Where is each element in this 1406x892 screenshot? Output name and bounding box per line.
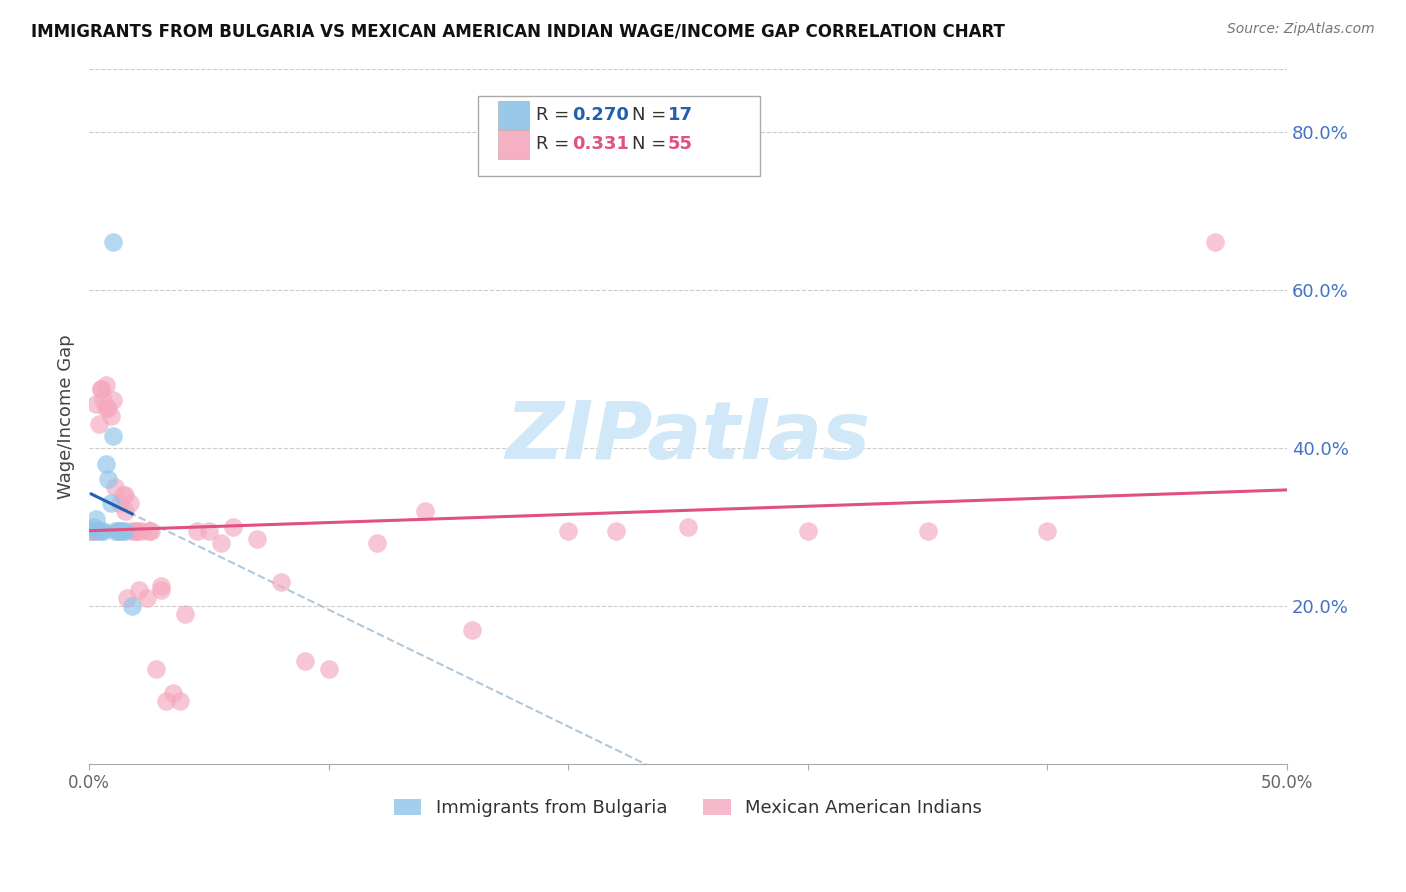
Point <box>131 524 153 538</box>
Point <box>270 575 292 590</box>
Text: R =: R = <box>536 106 575 124</box>
Point <box>94 377 117 392</box>
FancyBboxPatch shape <box>498 129 529 159</box>
Point <box>101 429 124 443</box>
Point <box>90 382 112 396</box>
Point <box>1036 524 1059 538</box>
Point <box>125 524 148 538</box>
Text: N =: N = <box>631 136 672 153</box>
Text: 0.270: 0.270 <box>572 106 628 124</box>
Point <box>114 488 136 502</box>
Text: R =: R = <box>536 136 575 153</box>
Point <box>557 524 579 538</box>
Point <box>413 504 436 518</box>
Point <box>124 524 146 538</box>
Text: 17: 17 <box>668 106 693 124</box>
Point <box>318 662 340 676</box>
Point <box>209 535 232 549</box>
Point <box>111 488 134 502</box>
Point <box>87 524 110 538</box>
Point <box>121 524 143 538</box>
Point <box>186 524 208 538</box>
Point <box>117 591 139 605</box>
Point <box>90 382 112 396</box>
Point <box>94 401 117 416</box>
Point <box>149 582 172 597</box>
Point <box>93 393 115 408</box>
Point <box>94 457 117 471</box>
Point <box>605 524 627 538</box>
Point <box>246 532 269 546</box>
Point <box>366 535 388 549</box>
Point <box>110 524 132 538</box>
FancyBboxPatch shape <box>478 96 761 177</box>
Point <box>169 693 191 707</box>
Point <box>162 686 184 700</box>
Point <box>111 524 134 538</box>
Point <box>222 520 245 534</box>
Point <box>84 524 107 538</box>
Point <box>80 524 103 538</box>
Point <box>114 504 136 518</box>
Point <box>149 579 172 593</box>
Point <box>97 472 120 486</box>
Point <box>114 524 136 538</box>
Point <box>90 524 112 538</box>
Point <box>104 524 127 538</box>
Point <box>83 524 105 538</box>
Point <box>107 524 129 538</box>
Point <box>145 662 167 676</box>
Text: Source: ZipAtlas.com: Source: ZipAtlas.com <box>1227 22 1375 37</box>
Point <box>121 599 143 613</box>
Point <box>917 524 939 538</box>
Point <box>461 623 484 637</box>
Point <box>107 524 129 538</box>
Point <box>155 693 177 707</box>
FancyBboxPatch shape <box>498 101 529 129</box>
Point <box>84 397 107 411</box>
Point <box>198 524 221 538</box>
Point <box>128 582 150 597</box>
Point <box>84 512 107 526</box>
Point <box>97 401 120 416</box>
Point <box>80 524 103 538</box>
Point <box>87 417 110 431</box>
Point <box>797 524 820 538</box>
Point <box>141 524 163 538</box>
Point <box>110 496 132 510</box>
Text: 55: 55 <box>668 136 693 153</box>
Legend: Immigrants from Bulgaria, Mexican American Indians: Immigrants from Bulgaria, Mexican Americ… <box>387 791 988 824</box>
Point <box>101 393 124 408</box>
Y-axis label: Wage/Income Gap: Wage/Income Gap <box>58 334 75 499</box>
Point <box>101 235 124 250</box>
Point <box>125 524 148 538</box>
Point <box>100 409 122 424</box>
Text: N =: N = <box>631 106 672 124</box>
Point <box>83 520 105 534</box>
Point <box>135 591 157 605</box>
Point <box>174 607 197 621</box>
Point <box>118 496 141 510</box>
Point <box>104 480 127 494</box>
Point <box>138 524 160 538</box>
Text: ZIPatlas: ZIPatlas <box>506 398 870 476</box>
Point <box>1204 235 1226 250</box>
Point <box>294 654 316 668</box>
Text: IMMIGRANTS FROM BULGARIA VS MEXICAN AMERICAN INDIAN WAGE/INCOME GAP CORRELATION : IMMIGRANTS FROM BULGARIA VS MEXICAN AMER… <box>31 22 1005 40</box>
Text: 0.331: 0.331 <box>572 136 628 153</box>
Point <box>100 496 122 510</box>
Point <box>676 520 699 534</box>
Point <box>93 524 115 538</box>
